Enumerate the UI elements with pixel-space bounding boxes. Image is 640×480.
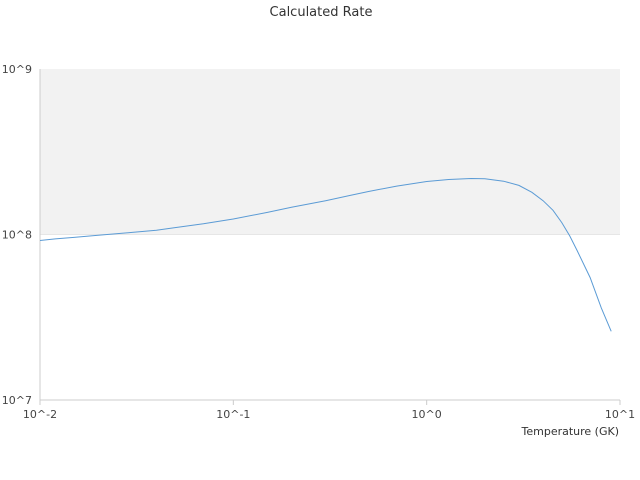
y-tick-label-1: 10^8 (2, 229, 32, 242)
plot-band-upper-decade (40, 69, 620, 235)
x-axis-title: Temperature (GK) (521, 425, 620, 438)
chart-title: Calculated Rate (270, 5, 373, 20)
x-tick-label-1: 10^-1 (216, 408, 250, 421)
x-tick-label-3: 10^1 (605, 408, 635, 421)
x-tick-label-0: 10^-2 (23, 408, 57, 421)
x-tick-label-2: 10^0 (412, 408, 442, 421)
y-tick-label-2: 10^9 (2, 63, 32, 76)
x-axis-ticks: 10^-2 10^-1 10^0 10^1 (23, 400, 635, 421)
series-line (39, 177, 612, 332)
y-axis-ticks: 10^7 10^8 10^9 (2, 63, 32, 407)
y-tick-label-0: 10^7 (2, 394, 32, 407)
